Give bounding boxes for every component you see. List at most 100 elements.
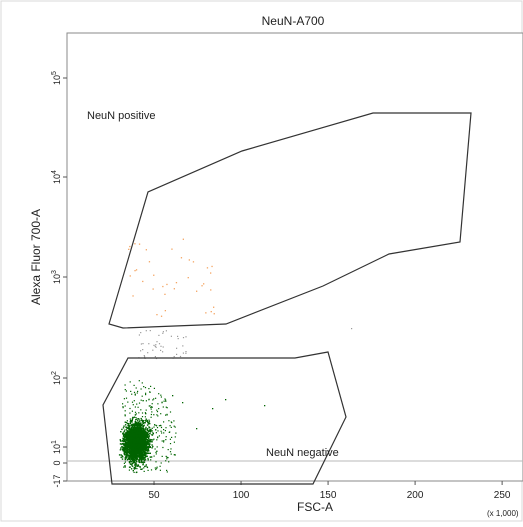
event-dot-negative xyxy=(141,416,144,418)
gate-neun-positive[interactable] xyxy=(108,112,472,329)
event-dot-negative xyxy=(148,420,151,422)
event-dot-negative xyxy=(147,421,149,423)
event-dot-negative xyxy=(153,426,155,428)
event-dot-negative xyxy=(142,421,144,423)
event-dot-negative xyxy=(156,425,158,427)
event-dot-negative xyxy=(264,405,266,407)
event-dot-negative xyxy=(133,438,135,440)
event-dot-negative xyxy=(166,458,168,460)
event-dot-negative xyxy=(123,440,125,442)
event-dot-negative xyxy=(131,410,133,412)
event-dot-negative xyxy=(122,443,124,445)
event-dot-intermediate xyxy=(158,334,160,336)
event-dot-negative xyxy=(139,453,142,456)
event-dot-negative xyxy=(119,439,121,441)
event-dot-negative xyxy=(124,405,126,407)
event-dot-negative xyxy=(142,427,145,430)
event-dot-negative xyxy=(144,441,146,444)
event-dot-intermediate xyxy=(154,345,156,347)
event-dot-negative xyxy=(137,465,140,467)
event-dot-negative xyxy=(129,430,131,432)
event-dot-negative xyxy=(143,434,145,437)
event-dot-negative xyxy=(128,437,131,440)
event-dot-negative xyxy=(156,467,158,469)
event-dot-negative xyxy=(134,446,136,448)
event-dot-negative xyxy=(123,452,125,454)
event-dot-negative xyxy=(161,440,163,442)
event-dot-negative xyxy=(123,436,126,439)
event-dot-negative xyxy=(146,443,148,445)
event-dot-negative xyxy=(141,438,143,440)
event-dot-negative xyxy=(140,461,142,463)
event-dot-negative xyxy=(139,425,141,428)
event-dot-positive xyxy=(182,238,184,240)
event-dot-negative xyxy=(123,425,125,427)
event-dot-negative xyxy=(128,466,131,468)
event-dot-negative xyxy=(154,467,156,469)
event-dot-negative xyxy=(140,456,142,459)
event-dot-negative xyxy=(161,455,163,457)
event-dot-negative xyxy=(145,443,148,446)
event-dot-negative xyxy=(123,450,125,452)
event-dot-negative xyxy=(125,455,127,457)
event-dot-negative xyxy=(143,386,145,388)
event-dot-negative xyxy=(149,422,151,425)
event-dot-negative xyxy=(131,423,134,425)
event-dot-negative xyxy=(124,414,126,416)
event-dot-negative xyxy=(138,441,140,443)
event-dot-positive xyxy=(180,257,183,259)
event-dot-negative xyxy=(141,428,143,430)
event-dot-negative xyxy=(127,433,129,435)
event-dot-negative xyxy=(141,443,143,445)
event-dot-negative xyxy=(142,428,145,431)
gate-neun-negative[interactable] xyxy=(102,351,347,485)
event-dot-negative xyxy=(138,425,140,427)
event-dot-negative xyxy=(169,451,172,453)
event-dot-negative xyxy=(128,444,130,446)
event-dot-intermediate xyxy=(140,350,142,352)
event-dot-negative xyxy=(137,439,139,441)
event-dot-negative xyxy=(126,428,128,430)
event-dot-negative xyxy=(138,402,141,404)
event-dot-negative xyxy=(125,447,127,449)
event-dot-negative xyxy=(140,455,142,458)
event-dot-negative xyxy=(134,432,136,435)
event-dot-negative xyxy=(129,418,131,420)
event-dot-negative xyxy=(129,440,132,442)
event-dot-negative xyxy=(145,426,147,429)
event-dot-negative xyxy=(121,446,123,448)
event-dot-negative xyxy=(151,427,153,429)
event-dot-negative xyxy=(161,432,163,434)
event-dot-negative xyxy=(144,444,147,446)
event-dot-negative xyxy=(128,458,130,460)
event-dot-positive xyxy=(153,274,155,276)
event-dot-negative xyxy=(138,456,140,459)
event-dot-negative xyxy=(124,384,126,386)
event-dot-negative xyxy=(142,425,145,427)
event-dot-negative xyxy=(124,456,127,459)
event-dot-negative xyxy=(130,390,132,392)
event-dot-negative xyxy=(158,435,160,437)
event-dots xyxy=(118,238,353,474)
event-dot-negative xyxy=(137,453,140,455)
event-dot-negative xyxy=(148,427,151,429)
event-dot-negative xyxy=(123,431,125,433)
event-dot-positive xyxy=(156,314,158,316)
event-dot-negative xyxy=(132,470,134,472)
event-dot-negative xyxy=(131,464,133,466)
event-dot-negative xyxy=(134,447,136,449)
event-dot-negative xyxy=(140,454,142,457)
event-dot-negative xyxy=(139,442,141,444)
event-dot-negative xyxy=(125,431,127,434)
event-dot-negative xyxy=(138,429,140,431)
event-dot-negative xyxy=(138,434,140,436)
event-dot-negative xyxy=(134,441,137,443)
event-dot-negative xyxy=(157,430,159,432)
event-dot-negative xyxy=(133,444,135,446)
event-dot-negative xyxy=(131,465,134,467)
event-dot-negative xyxy=(143,432,145,434)
event-dot-negative xyxy=(140,409,142,411)
event-dot-negative xyxy=(127,434,129,436)
event-dot-negative xyxy=(131,445,133,447)
event-dot-negative xyxy=(138,422,140,424)
